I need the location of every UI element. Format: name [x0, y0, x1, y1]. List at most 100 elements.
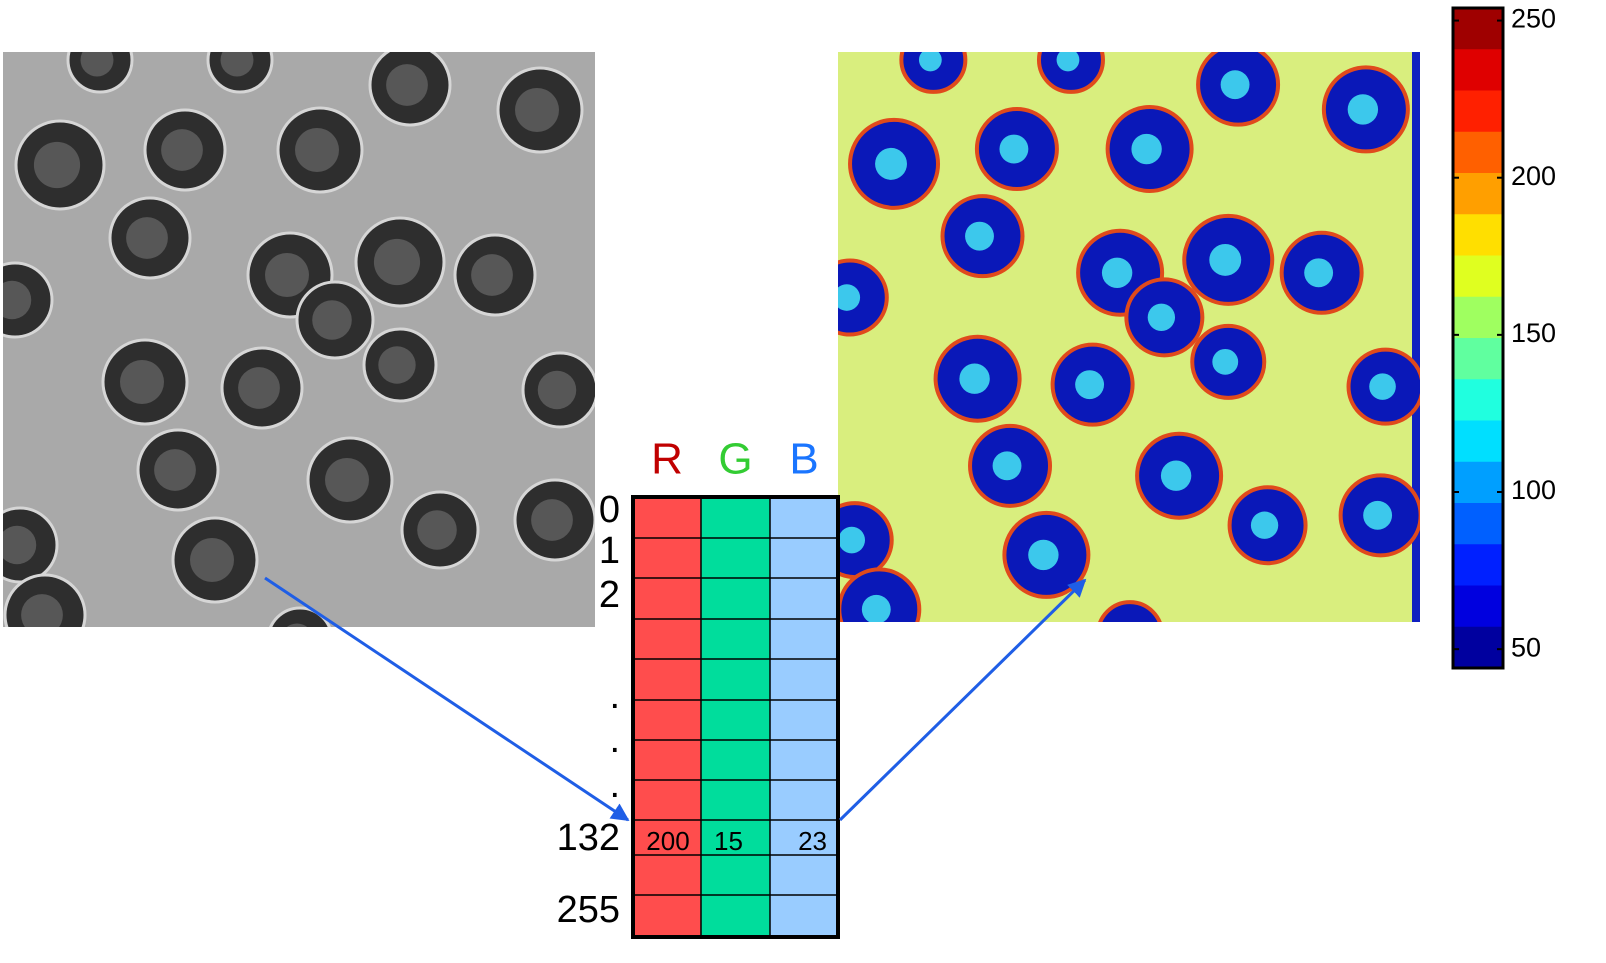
- colorbar-tick-label: 100: [1511, 475, 1556, 505]
- cell-center: [373, 238, 421, 286]
- cell-center: [875, 147, 907, 180]
- colorbar-band: [1453, 626, 1503, 669]
- colorbar-tick-label: 250: [1511, 4, 1556, 34]
- cell-center: [154, 449, 196, 491]
- cell-center: [386, 64, 428, 106]
- cell-value: 15: [714, 826, 743, 856]
- cell-center: [838, 284, 861, 311]
- cell-center: [1369, 373, 1396, 400]
- cell-center: [1304, 258, 1334, 288]
- table-column: [633, 497, 701, 937]
- cell-center: [286, 623, 308, 627]
- colorbar-band: [1453, 585, 1503, 628]
- cell-value: 200: [646, 826, 689, 856]
- cell-value: 23: [798, 826, 827, 856]
- row-label: 132: [557, 817, 620, 859]
- cell-center: [312, 300, 352, 340]
- colorbar-band: [1453, 420, 1503, 463]
- colorbar-band: [1453, 338, 1503, 380]
- cell-center: [999, 134, 1029, 164]
- arrow: [838, 578, 1087, 822]
- cell-center: [838, 526, 866, 554]
- cell-center: [1147, 303, 1176, 331]
- cell-center: [1101, 257, 1133, 288]
- cell-center: [918, 52, 942, 72]
- colorbar-band: [1453, 296, 1503, 339]
- cell-center: [959, 363, 990, 394]
- cell: [1098, 600, 1162, 622]
- colorbar-band: [1453, 173, 1503, 215]
- grayscale-image: [3, 52, 595, 627]
- cell-center: [1116, 623, 1139, 646]
- cell-center: [21, 594, 63, 627]
- cell-center: [238, 367, 280, 409]
- row-label: .: [609, 675, 620, 717]
- colorbar-band: [1453, 503, 1503, 545]
- cell-center: [1212, 348, 1239, 375]
- colorbar-band: [1453, 214, 1503, 256]
- cell-center: [965, 221, 994, 251]
- column-header: B: [789, 435, 818, 484]
- row-label: .: [609, 719, 620, 761]
- row-label: 255: [557, 889, 620, 931]
- cell-center: [992, 451, 1022, 481]
- cell-center: [3, 525, 37, 565]
- cell-center: [1056, 52, 1080, 72]
- cell-center: [126, 217, 168, 259]
- colorbar-band: [1453, 379, 1503, 421]
- cell-center: [531, 499, 573, 541]
- cell: [838, 258, 889, 337]
- cell-center: [1347, 94, 1379, 125]
- row-label: 2: [599, 574, 620, 616]
- cell-center: [417, 510, 457, 550]
- cell-center: [161, 129, 203, 171]
- cell-center: [1075, 370, 1105, 400]
- cell-center: [120, 360, 164, 404]
- lookup-table: R G B 012... 132 255 200 15 23: [557, 435, 840, 939]
- row-label: 1: [599, 530, 620, 572]
- cell-center: [190, 538, 234, 582]
- arrow: [264, 576, 630, 822]
- cell-center: [378, 346, 416, 384]
- cell-center: [1363, 500, 1393, 530]
- pseudocolor-image: [838, 52, 1420, 646]
- colorbar-band: [1453, 90, 1503, 133]
- colorbar-band: [1453, 8, 1503, 50]
- cell-center: [325, 458, 369, 502]
- cell-center: [1209, 243, 1242, 276]
- cell-center: [1131, 133, 1162, 165]
- cell-center: [1028, 539, 1059, 571]
- cell-center: [80, 52, 114, 77]
- colorbar-band: [1453, 49, 1503, 91]
- colorbar-frame: [1451, 6, 1505, 670]
- cell-center: [1160, 460, 1192, 491]
- row-label: .: [609, 764, 620, 806]
- cell-center: [861, 594, 891, 622]
- cell-center: [1250, 511, 1279, 539]
- row-label: 0: [599, 489, 620, 531]
- colorbar-tick-label: 50: [1511, 632, 1541, 662]
- table-column: [701, 497, 770, 937]
- cell: [1036, 52, 1105, 94]
- cell: [899, 52, 968, 94]
- cell-center: [471, 254, 513, 296]
- cell-center: [295, 128, 339, 172]
- colorbar-band: [1453, 544, 1503, 586]
- cell-center: [220, 52, 254, 77]
- colorbar: 50 100 150 200 250: [1451, 4, 1556, 670]
- cell-center: [1220, 70, 1250, 100]
- cell-center: [33, 141, 81, 189]
- column-header: G: [718, 435, 752, 484]
- colorbar-band: [1453, 131, 1503, 174]
- cell-center: [537, 370, 577, 410]
- colorbar-tick-label: 200: [1511, 161, 1556, 191]
- table-column: [770, 497, 838, 937]
- colorbar-band: [1453, 461, 1503, 504]
- cell-center: [3, 280, 32, 320]
- colorbar-band: [1453, 255, 1503, 298]
- cell-center: [265, 253, 309, 297]
- cell-center: [515, 88, 559, 132]
- colorbar-tick-label: 150: [1511, 318, 1556, 348]
